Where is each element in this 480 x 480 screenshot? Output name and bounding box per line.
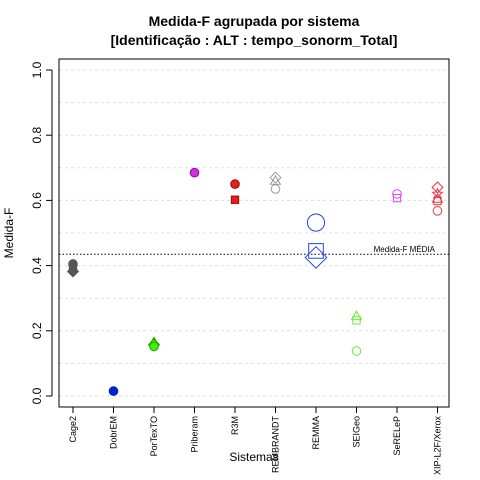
data-point-square [433, 196, 442, 206]
data-point-star [431, 187, 444, 200]
x-tick-label: DobrEM [109, 416, 119, 449]
x-tick-label: SeRELeP [392, 416, 402, 456]
y-tick-label: 0.2 [30, 322, 44, 339]
x-tick-label: SEIGeo [352, 416, 362, 448]
data-point-diamond [269, 171, 282, 184]
data-point-diamond [431, 181, 444, 194]
chart-title-line1: Medida-F agrupada por sistema [149, 13, 360, 29]
x-axis-title: Sistemas [229, 450, 278, 464]
x-tick-label: Priberam [190, 416, 200, 453]
data-point-diamond [66, 265, 80, 278]
data-point-circle [230, 179, 240, 189]
mean-line-group: Medida-F MÉDIA [59, 245, 449, 255]
mean-line-label: Medida-F MÉDIA [374, 245, 436, 254]
data-point-triangle [431, 192, 444, 203]
y-tick-label: 0.4 [30, 257, 44, 274]
data-point-circle [306, 213, 326, 232]
data-point-square [230, 195, 240, 204]
x-tick-label: REMBRANDT [271, 416, 281, 474]
y-tick-label: 1.0 [30, 61, 44, 78]
data-point-triangle [350, 310, 363, 321]
x-tick-label: PorTexTO [149, 416, 159, 456]
x-axis: Cage2 DobrEM PorTexTO Priberam R3M REMBRANDT R… [68, 406, 443, 476]
y-tick-label: 0.8 [30, 127, 44, 144]
data-point-square [352, 316, 361, 325]
x-tick-label: REMMA [311, 416, 321, 450]
y-tick-label: 0.6 [30, 192, 44, 209]
data-point-circle [351, 346, 362, 356]
data-point-circle [108, 386, 119, 396]
data-points [66, 167, 444, 396]
data-point-circle [392, 189, 402, 199]
y-tick-label: 0.0 [30, 387, 44, 404]
data-point-square [308, 243, 324, 259]
y-axis: 0.0 0.2 0.4 0.6 0.8 1.0 [30, 61, 53, 404]
x-tick-label: Cage2 [68, 416, 78, 443]
data-point-circle [149, 341, 159, 352]
chart-title-line2: [Identificação : ALT : tempo_sonorm_Tota… [111, 32, 398, 48]
data-point-circle [270, 184, 281, 194]
data-point-square [392, 193, 402, 203]
data-point-diamond [304, 245, 328, 269]
data-point-circle [189, 167, 200, 178]
grid-lines [59, 69, 449, 397]
data-point-circle [432, 206, 443, 216]
x-tick-label: R3M [230, 416, 240, 435]
y-axis-title: Medida-F [2, 208, 16, 259]
x-tick-label: XIP-L2F/Xerox [433, 416, 443, 476]
